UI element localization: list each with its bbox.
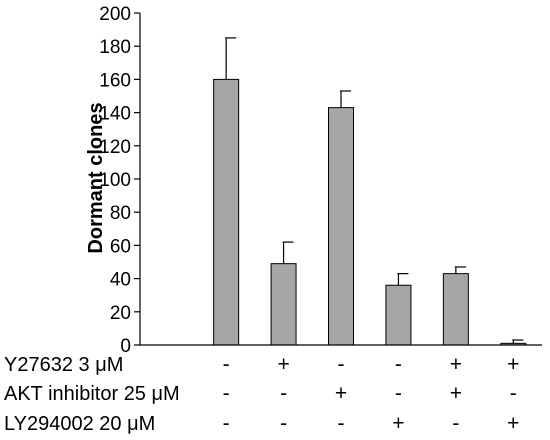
condition-label: LY294002 20 μM <box>4 413 155 435</box>
condition-mark: - <box>338 412 345 435</box>
bar <box>270 263 297 346</box>
condition-mark: - <box>280 412 287 435</box>
condition-table: Y27632 3 μM - + - - + + AKT inhibitor 25 μM - - + -… <box>4 353 519 435</box>
y-tick-label: 20 <box>110 303 131 324</box>
y-axis-label: Dormant clones <box>85 102 107 253</box>
condition-mark: + <box>450 353 462 376</box>
condition-mark: - <box>223 382 230 405</box>
condition-mark: - <box>395 353 402 376</box>
condition-mark: + <box>450 382 462 405</box>
condition-label: Y27632 3 μM <box>4 354 123 376</box>
bar <box>385 284 412 346</box>
condition-mark: + <box>507 412 519 435</box>
y-tick-label: 0 <box>120 336 131 357</box>
condition-mark: - <box>280 382 287 405</box>
y-axis: 0 20 40 60 80 100 120 140 160 180 200 <box>99 4 141 357</box>
condition-mark: - <box>338 353 345 376</box>
condition-mark: - <box>223 353 230 376</box>
y-tick-label: 40 <box>110 270 131 291</box>
bars <box>213 78 527 346</box>
y-tick-label: 200 <box>99 4 131 25</box>
y-tick-label: 160 <box>99 70 131 91</box>
condition-label: AKT inhibitor 25 μM <box>4 383 180 405</box>
bar <box>328 107 354 346</box>
condition-mark: + <box>277 353 289 376</box>
y-tick-label: 60 <box>110 236 131 257</box>
condition-mark: + <box>507 353 519 376</box>
condition-mark: + <box>392 412 404 435</box>
bar <box>213 78 240 346</box>
condition-mark: - <box>510 382 517 405</box>
y-tick-label: 140 <box>99 104 131 125</box>
y-tick-label: 180 <box>99 37 131 58</box>
condition-mark: - <box>223 412 230 435</box>
y-tick-label: 120 <box>99 137 131 158</box>
error-bars <box>225 37 524 344</box>
y-tick-label: 80 <box>110 203 131 224</box>
condition-mark: - <box>395 382 402 405</box>
bar <box>442 273 469 346</box>
condition-mark: + <box>335 382 347 405</box>
y-tick-label: 100 <box>99 170 131 191</box>
condition-mark: - <box>452 412 459 435</box>
